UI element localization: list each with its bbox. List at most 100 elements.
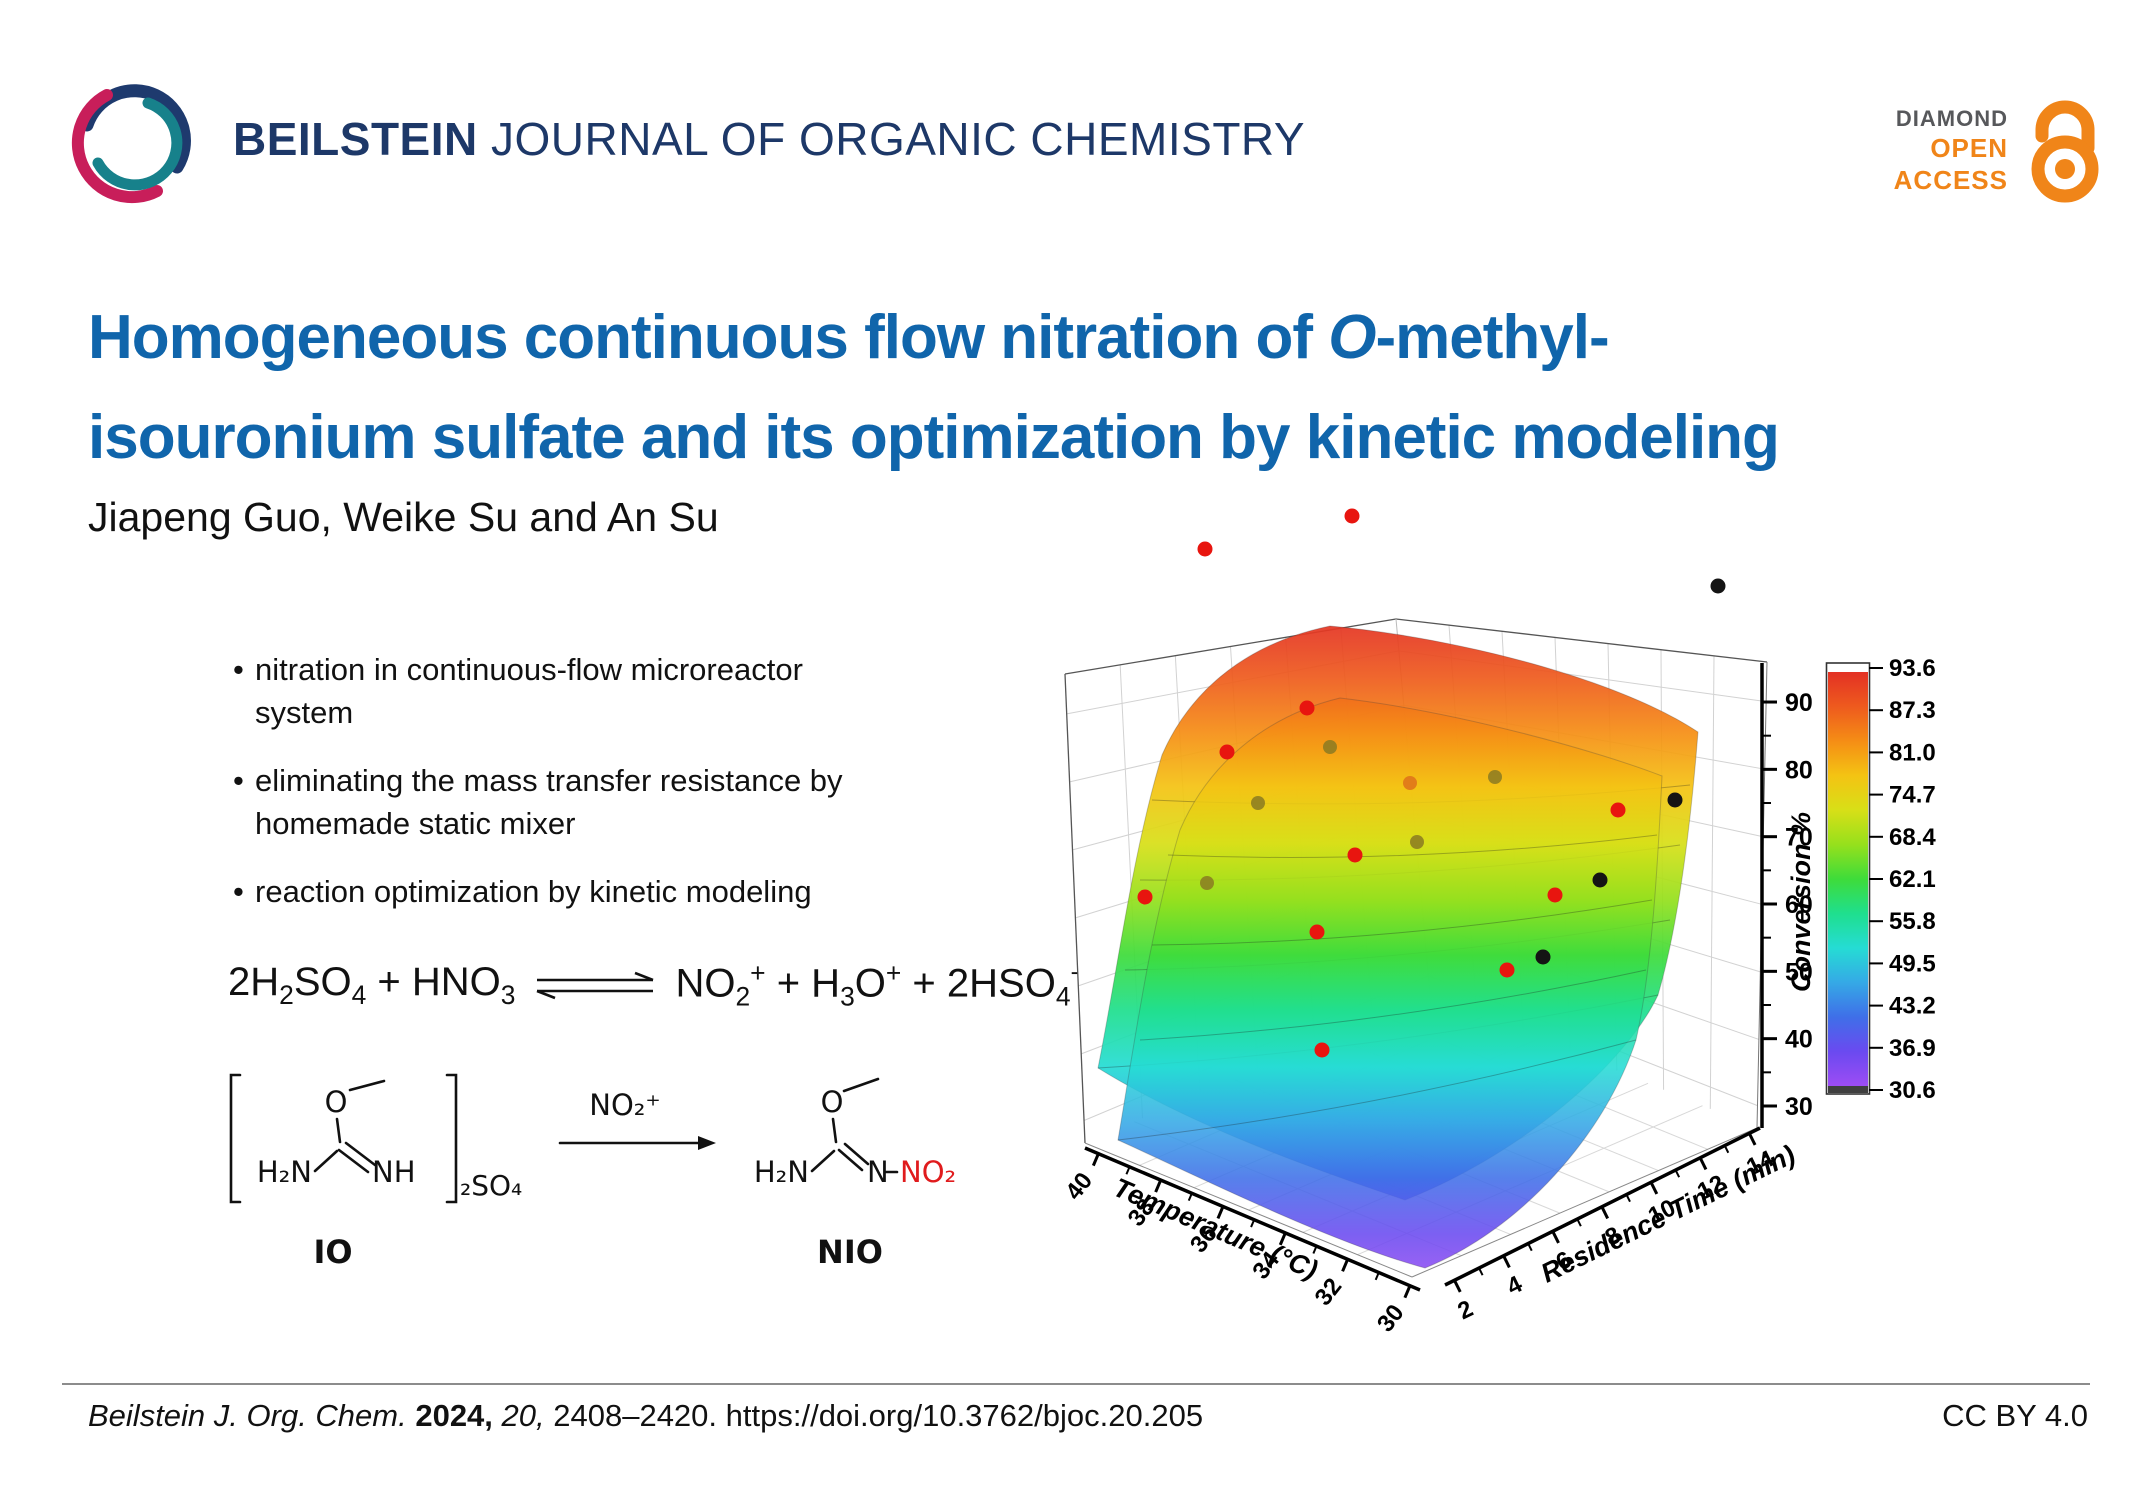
io-name-label: IO: [313, 1233, 352, 1271]
citation-line: Beilstein J. Org. Chem. 2024, 20, 2408–2…: [88, 1398, 1203, 1434]
beilstein-swirl-logo-icon: [71, 84, 191, 204]
list-item: • eliminating the mass transfer resistan…: [233, 759, 933, 845]
points-behind-surface: [1251, 796, 1265, 810]
colorbar-tick-label: 93.6: [1889, 655, 1936, 682]
nio-n-label: N: [867, 1155, 889, 1189]
title-line1-italic-o: O: [1328, 303, 1376, 372]
experimental-points-black: [1710, 578, 1726, 594]
nio-h2n-label: H₂N: [754, 1155, 809, 1189]
experimental-points-black: [1667, 792, 1683, 808]
y-tick-label: 2: [1454, 1295, 1478, 1325]
plot-scatter: [1137, 508, 1726, 1058]
z-axis-title: Conversion %: [1786, 812, 1816, 992]
colorbar-tick-label: 74.7: [1889, 782, 1936, 809]
experimental-points-black: [1535, 949, 1551, 965]
badge-open-label: OPEN: [1930, 132, 2008, 163]
y-tick-label: 4: [1503, 1270, 1527, 1300]
license-label: CC BY 4.0: [1942, 1398, 2088, 1433]
plot-colorbar: 93.6 87.3 81.0 74.7 68.4 62.1 55.8 49.5 43.2 36.9…: [1825, 655, 1936, 1104]
io-sulfate-label: ₂SO₄: [460, 1169, 522, 1202]
colorbar-tick-label: 62.1: [1889, 866, 1936, 893]
experimental-points-red: [1499, 962, 1515, 978]
journal-name-rest: JOURNAL OF ORGANIC CHEMISTRY: [477, 113, 1305, 165]
colorbar-tick-label: 30.6: [1889, 1077, 1936, 1104]
points-behind-surface: [1488, 770, 1502, 784]
page-title: Homogeneous continuous flow nitration of…: [88, 288, 2078, 488]
io-nh-label: NH: [372, 1155, 416, 1189]
bullet-icon: •: [233, 874, 244, 909]
citation-volume: 20,: [501, 1398, 554, 1433]
experimental-points-red: [1137, 889, 1153, 905]
badge-access-label: ACCESS: [1893, 164, 2008, 195]
citation-year: 2024,: [406, 1398, 502, 1433]
experimental-points-red: [1547, 887, 1563, 903]
list-item: • reaction optimization by kinetic model…: [233, 870, 933, 913]
model-surface-front: [1117, 697, 1663, 1269]
authors-line: Jiapeng Guo, Weike Su and An Su: [88, 494, 719, 540]
title-line-2: isouronium sulfate and its optimization …: [88, 403, 1780, 472]
bullet-icon: •: [233, 652, 244, 687]
reaction-arrowhead-icon: [698, 1136, 716, 1150]
colorbar-tick-label: 43.2: [1889, 993, 1936, 1020]
footer-divider: [62, 1383, 2090, 1385]
equation-lhs: 2H2SO4 + HNO3: [228, 959, 516, 1010]
nitronium-equilibrium-equation: 2H2SO4 + HNO3 NO2+ + H3O+ + 2HSO4−: [228, 958, 1086, 1012]
experimental-points-black: [1592, 872, 1608, 888]
badge-diamond-label: DIAMOND: [1895, 106, 2008, 131]
diamond-open-access-badge: DIAMOND OPEN ACCESS: [1894, 106, 2008, 196]
z-tick-label: 30: [1785, 1093, 1813, 1121]
bracket-left: [229, 1073, 242, 1204]
bullet-icon: •: [233, 763, 244, 798]
z-tick-label: 40: [1785, 1026, 1813, 1054]
points-behind-surface: [1410, 835, 1424, 849]
reaction-scheme: O H₂N NH ₂SO₄ IO NO₂⁺ O H₂N N NO₂ NIO: [229, 1073, 956, 1271]
x-tick-label: 30: [1372, 1300, 1410, 1338]
points-behind-surface: [1323, 740, 1337, 754]
arrow-reagent-label: NO₂⁺: [589, 1088, 660, 1122]
colorbar-tick-label: 49.5: [1889, 950, 1936, 977]
z-tick-label: 50: [1785, 958, 1813, 986]
open-access-lock-icon: [2031, 100, 2099, 203]
point-behind-surface-orange: [1403, 776, 1417, 790]
points-behind-surface: [1200, 876, 1214, 890]
x-tick-label: 40: [1060, 1168, 1098, 1206]
experimental-points-red: [1347, 847, 1363, 863]
journal-name-bold: BEILSTEIN: [233, 113, 478, 165]
experimental-points-red: [1299, 700, 1315, 716]
colorbar-tick-label: 36.9: [1889, 1035, 1936, 1062]
o-c-bond: [335, 1117, 342, 1144]
highlight-text: reaction optimization by kinetic modelin…: [255, 874, 812, 909]
io-o-label: O: [325, 1085, 348, 1119]
c-n-double-bond: [837, 1148, 864, 1172]
nio-o-label: O: [821, 1085, 844, 1119]
nio-no2-label: NO₂: [900, 1155, 956, 1189]
c-n-double-bond: [344, 1141, 377, 1167]
methyl-bond: [348, 1079, 386, 1092]
z-tick-label: 70: [1785, 824, 1813, 852]
nio-name-label: NIO: [817, 1233, 883, 1271]
citation-pages-doi: 2408–2420. https://doi.org/10.3762/bjoc.…: [553, 1398, 1204, 1433]
title-line1-pre: Homogeneous continuous flow nitration of: [88, 303, 1329, 372]
z-tick-label: 80: [1785, 756, 1813, 784]
experimental-points-red: [1344, 508, 1360, 524]
plot-surfaces: [1097, 625, 1699, 1269]
x-tick-label: 32: [1310, 1273, 1348, 1311]
highlight-text: nitration in continuous-flow microreacto…: [255, 652, 803, 730]
h2n-c-bond: [313, 1149, 339, 1173]
equilibrium-arrow-icon: [537, 971, 654, 1000]
colorbar-tick-label: 87.3: [1889, 697, 1936, 724]
experimental-points-red: [1610, 802, 1626, 818]
title-line1-post: -methyl-: [1375, 303, 1609, 372]
experimental-points-red: [1197, 541, 1213, 557]
experimental-points-red: [1309, 924, 1325, 940]
c-n-double-bond: [843, 1142, 870, 1166]
highlights-list: • nitration in continuous-flow microreac…: [233, 648, 933, 938]
experimental-points-red: [1219, 744, 1235, 760]
methyl-bond: [842, 1077, 880, 1093]
z-tick-label: 60: [1785, 891, 1813, 919]
citation-journal: Beilstein J. Org. Chem.: [88, 1398, 407, 1433]
list-item: • nitration in continuous-flow microreac…: [233, 648, 933, 734]
journal-name: BEILSTEIN JOURNAL OF ORGANIC CHEMISTRY: [233, 112, 1305, 166]
o-c-bond: [831, 1117, 838, 1144]
